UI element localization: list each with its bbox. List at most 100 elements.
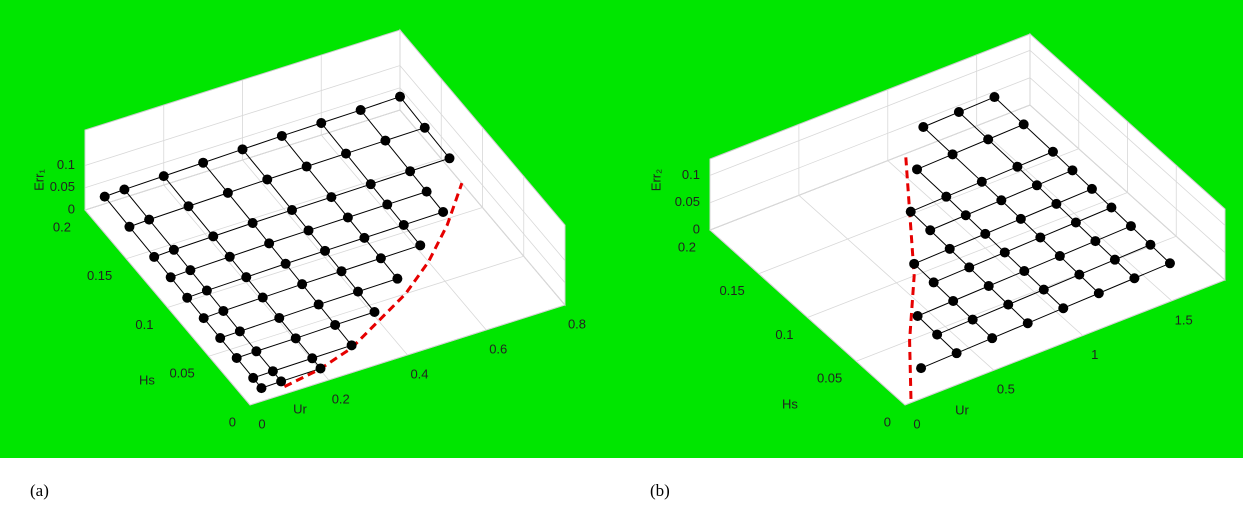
data-point xyxy=(301,161,312,172)
data-point xyxy=(912,164,923,175)
data-point xyxy=(405,166,416,177)
data-point xyxy=(183,201,194,212)
data-point xyxy=(264,238,275,249)
data-point xyxy=(222,187,233,198)
y-axis-label: Hs xyxy=(139,372,155,387)
data-point xyxy=(421,186,432,197)
data-point xyxy=(215,333,226,344)
data-point xyxy=(1074,269,1085,280)
data-point xyxy=(341,148,351,159)
mesh-line xyxy=(187,211,444,299)
data-point xyxy=(996,195,1007,206)
z-tick-label: 0.1 xyxy=(57,157,75,172)
data-point xyxy=(983,134,994,145)
data-point xyxy=(158,171,169,182)
data-point xyxy=(237,144,248,155)
z-tick-label: 0 xyxy=(68,201,75,216)
data-point xyxy=(392,273,403,284)
y-tick-label: 0 xyxy=(884,414,891,429)
grid-line xyxy=(84,109,566,306)
data-point xyxy=(168,244,179,255)
data-point xyxy=(297,279,308,290)
data-point xyxy=(909,258,920,269)
data-point xyxy=(916,363,927,374)
z-axis-label: Err₁ xyxy=(31,169,46,191)
data-point xyxy=(382,199,393,210)
data-point xyxy=(375,253,386,264)
mesh-line xyxy=(913,188,1093,265)
data-point xyxy=(231,352,242,363)
data-point xyxy=(287,205,297,216)
data-point xyxy=(256,383,267,394)
boundary-line xyxy=(904,153,916,399)
data-point xyxy=(987,333,998,344)
data-point xyxy=(241,272,252,283)
y-tick-label: 0.15 xyxy=(719,283,744,298)
y-tick-label: 0.1 xyxy=(135,317,153,332)
data-point xyxy=(1125,221,1136,232)
mesh-line xyxy=(123,189,282,382)
data-point xyxy=(1003,299,1014,310)
data-point xyxy=(1018,119,1029,130)
data-point xyxy=(353,286,363,297)
data-point xyxy=(182,292,193,303)
mesh-line xyxy=(253,344,352,379)
data-point xyxy=(1086,183,1097,194)
data-point xyxy=(918,122,929,133)
data-point xyxy=(1051,198,1062,209)
data-point xyxy=(1022,318,1033,329)
x-tick-label: 1 xyxy=(1091,347,1098,362)
data-point xyxy=(1058,303,1069,314)
data-point xyxy=(1070,217,1081,228)
data-point xyxy=(1067,165,1078,176)
x-tick-label: 0.8 xyxy=(568,316,586,331)
mesh-line xyxy=(916,123,1024,170)
data-point xyxy=(198,157,209,168)
data-point xyxy=(218,305,229,316)
data-point xyxy=(234,326,245,337)
data-point xyxy=(1015,213,1026,224)
y-axis-label: Hs xyxy=(782,396,798,411)
data-point xyxy=(276,376,287,387)
data-point xyxy=(336,266,347,277)
data-point xyxy=(1145,239,1156,250)
grid-line xyxy=(84,65,566,261)
data-point xyxy=(262,174,273,185)
data-point xyxy=(257,292,268,303)
data-point xyxy=(964,262,975,273)
data-point xyxy=(947,149,958,160)
data-point xyxy=(119,184,130,195)
data-point xyxy=(983,281,994,292)
data-point xyxy=(369,307,380,317)
data-point xyxy=(944,243,955,254)
data-point xyxy=(248,372,259,383)
x-tick-label: 0.4 xyxy=(410,366,428,381)
x-axis-label: Ur xyxy=(955,402,969,417)
data-point xyxy=(1031,180,1042,191)
x-tick-label: 0.5 xyxy=(997,382,1015,397)
data-point xyxy=(330,319,341,330)
grid-line xyxy=(709,77,1226,253)
data-point xyxy=(932,329,943,340)
data-point xyxy=(303,225,314,236)
data-point xyxy=(1164,258,1175,269)
data-point xyxy=(905,206,916,217)
data-point xyxy=(276,130,287,141)
z-axis-label: Err₂ xyxy=(648,169,663,191)
y-tick-label: 0 xyxy=(229,414,236,429)
data-point xyxy=(315,363,326,374)
boundary-line xyxy=(283,182,464,388)
data-point xyxy=(208,231,219,242)
grid-line xyxy=(709,104,1226,281)
data-point xyxy=(948,296,959,307)
data-point xyxy=(967,314,978,325)
data-point xyxy=(1109,254,1120,265)
data-point xyxy=(912,310,923,321)
data-point xyxy=(326,192,337,203)
data-point xyxy=(1129,273,1140,284)
y-tick-label: 0.05 xyxy=(817,371,842,386)
data-point xyxy=(165,272,176,283)
z-tick-label: 0.05 xyxy=(50,179,75,194)
data-point xyxy=(438,207,449,217)
